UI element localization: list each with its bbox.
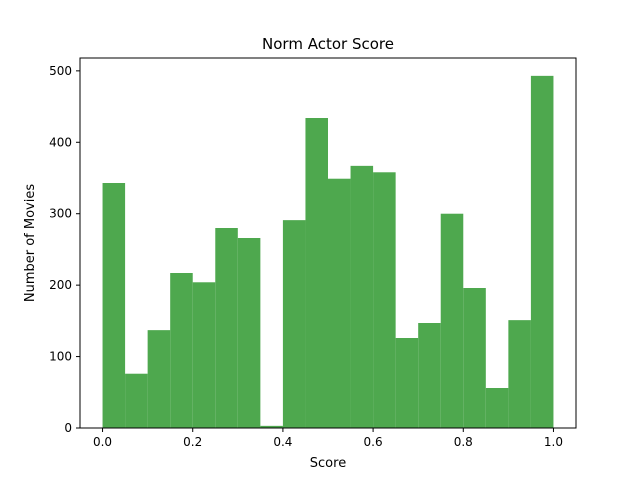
- histogram-bar: [530, 75, 554, 428]
- bars-group: [102, 75, 554, 428]
- y-tick-label: 100: [49, 350, 72, 364]
- histogram-bar: [485, 388, 509, 428]
- x-tick-label: 0.6: [364, 435, 383, 449]
- histogram-bar: [192, 282, 216, 428]
- histogram-bar: [350, 165, 374, 428]
- histogram-bar: [260, 425, 283, 428]
- y-tick-label: 0: [64, 421, 72, 435]
- histogram-bar: [328, 178, 351, 428]
- histogram-bar: [125, 373, 148, 428]
- y-axis-label: Number of Movies: [23, 184, 38, 302]
- histogram-bar: [418, 323, 441, 428]
- x-tick-label: 1.0: [544, 435, 563, 449]
- histogram-bar: [102, 183, 126, 428]
- histogram-bar: [508, 320, 531, 428]
- histogram-bar: [395, 338, 419, 428]
- histogram-bar: [215, 228, 238, 428]
- x-tick-label: 0.4: [273, 435, 292, 449]
- plot-frame: [79, 57, 577, 429]
- histogram-bar: [463, 288, 486, 428]
- y-axis: 0 100 200 300 400 500: [49, 64, 80, 435]
- x-tick-label: 0.0: [93, 435, 112, 449]
- x-tick-label: 0.8: [454, 435, 473, 449]
- histogram-bar: [147, 330, 171, 428]
- y-tick-label: 300: [49, 207, 72, 221]
- y-tick-label: 200: [49, 278, 72, 292]
- x-axis: 0.0 0.2 0.4 0.6 0.8 1.0: [93, 428, 563, 449]
- x-tick-label: 0.2: [183, 435, 202, 449]
- histogram-bar: [373, 172, 396, 428]
- histogram-bar: [440, 213, 464, 428]
- histogram-bar: [282, 220, 306, 428]
- x-axis-label: Score: [310, 456, 346, 471]
- y-tick-label: 400: [49, 135, 72, 149]
- y-tick-label: 500: [49, 64, 72, 78]
- histogram-bar: [170, 273, 193, 428]
- histogram-bar: [237, 238, 261, 428]
- histogram-bar: [305, 118, 328, 428]
- chart-title: Norm Actor Score: [262, 35, 394, 53]
